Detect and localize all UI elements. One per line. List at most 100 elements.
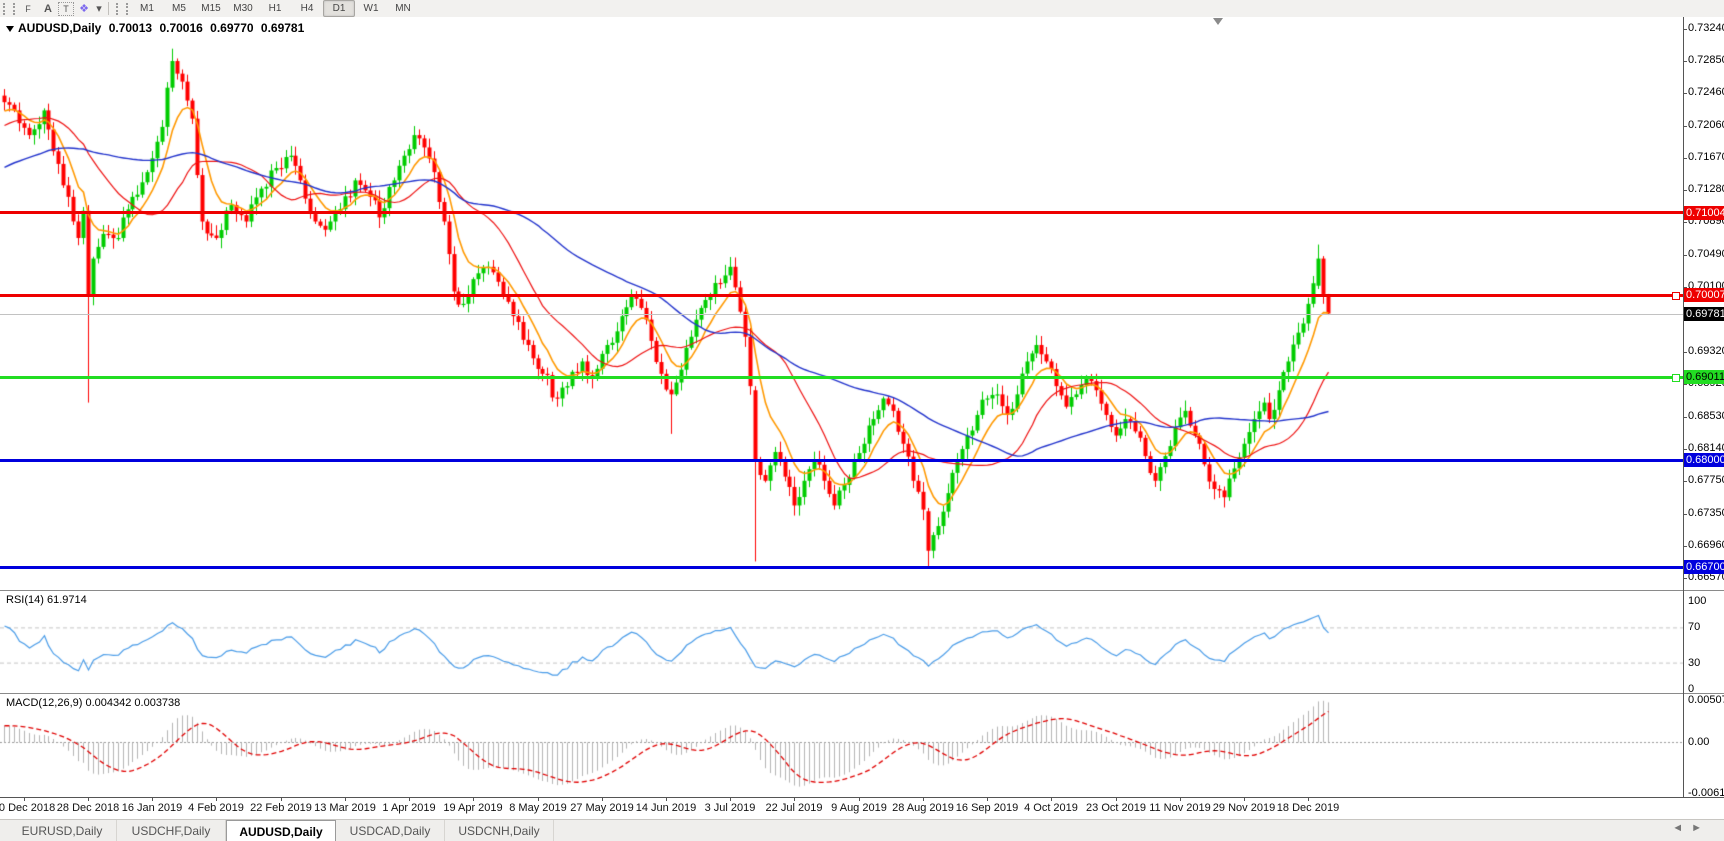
timeframe-D1[interactable]: D1 <box>323 0 355 17</box>
text-tool-icon[interactable]: T <box>58 1 74 16</box>
price-tick-mark <box>1683 384 1687 385</box>
macd-chart-canvas[interactable] <box>0 694 1683 797</box>
macd-axis-label: 0.005076 <box>1688 694 1724 706</box>
panel-divider[interactable] <box>0 693 1724 694</box>
date-tick-mark <box>24 798 25 801</box>
date-label: 16 Jan 2019 <box>121 802 183 814</box>
date-tick-mark <box>1308 798 1309 801</box>
date-label: 28 Dec 2018 <box>56 802 120 814</box>
date-label: 14 Jun 2019 <box>635 802 697 814</box>
chart-shift-marker-icon[interactable] <box>1213 18 1223 25</box>
toolbar-grip-f-icon[interactable]: F <box>25 3 31 14</box>
date-tick-mark <box>1180 798 1181 801</box>
rsi-axis-label: 100 <box>1688 595 1707 607</box>
price-badge-0.69781: 0.69781 <box>1684 307 1724 321</box>
horizontal-line-0.68[interactable] <box>0 459 1683 462</box>
tab-scroll-right-icon[interactable]: ► <box>1691 822 1710 834</box>
horizontal-line-0.69011[interactable] <box>0 376 1683 379</box>
price-tick-label: 0.71670 <box>1688 151 1724 163</box>
tab-usdchf[interactable]: USDCHF,Daily <box>117 820 226 841</box>
line-handle[interactable] <box>1672 374 1680 382</box>
date-label: 13 Mar 2019 <box>314 802 376 814</box>
macd-label: MACD(12,26,9) 0.004342 0.003738 <box>6 697 181 709</box>
horizontal-line-0.70007[interactable] <box>0 294 1683 297</box>
toolbar-grip[interactable] <box>3 2 15 15</box>
price-badge-0.69011: 0.69011 <box>1684 370 1724 384</box>
price-tick-mark <box>1683 514 1687 515</box>
macd-axis-label: 0.00 <box>1688 736 1710 748</box>
date-tick-mark <box>794 798 795 801</box>
price-tick-mark <box>1683 546 1687 547</box>
timeframe-M15[interactable]: M15 <box>201 3 221 14</box>
price-tick-mark <box>1683 352 1687 353</box>
date-tick-mark <box>923 798 924 801</box>
price-tick-mark <box>1683 481 1687 482</box>
timeframe-group: M1 M5 M15 M30 H1 H4 D1 W1 MN <box>131 0 419 17</box>
horizontal-line-0.667[interactable] <box>0 566 1683 569</box>
timeframe-MN[interactable]: MN <box>395 3 411 14</box>
cursor-a-icon[interactable]: A <box>44 2 52 15</box>
timeframe-W1[interactable]: W1 <box>363 3 379 14</box>
price-tick-label: 0.69320 <box>1688 345 1724 357</box>
price-tick-label: 0.73240 <box>1688 22 1724 34</box>
tab-eurusd[interactable]: EURUSD,Daily <box>8 820 117 841</box>
timeframe-H4[interactable]: H4 <box>300 3 314 14</box>
date-label: 16 Sep 2019 <box>955 802 1019 814</box>
date-tick-mark <box>345 798 346 801</box>
horizontal-line-0.71004[interactable] <box>0 211 1683 214</box>
price-tick-mark <box>1683 255 1687 256</box>
chart-symbol-label: AUDUSD,Daily <box>18 21 102 35</box>
date-tick-mark <box>1244 798 1245 801</box>
date-label: 22 Feb 2019 <box>250 802 312 814</box>
timeframe-M1[interactable]: M1 <box>140 3 154 14</box>
price-tick-mark <box>1683 93 1687 94</box>
price-tick-label: 0.67750 <box>1688 474 1724 486</box>
rsi-panel: RSI(14) 61.9714 100 70 30 0 <box>0 591 1724 695</box>
date-label: 27 May 2019 <box>570 802 634 814</box>
price-tick-label: 0.66960 <box>1688 539 1724 551</box>
rsi-axis-label: 30 <box>1688 657 1701 669</box>
date-tick-mark <box>152 798 153 801</box>
date-label: 28 Aug 2019 <box>892 802 954 814</box>
date-label: 4 Oct 2019 <box>1024 802 1078 814</box>
tab-usdcnh[interactable]: USDCNH,Daily <box>445 820 554 841</box>
tab-usdcad[interactable]: USDCAD,Daily <box>336 820 445 841</box>
tab-scroll-left-icon[interactable]: ◄ <box>1672 822 1692 834</box>
date-label: 29 Nov 2019 <box>1212 802 1276 814</box>
panel-divider[interactable] <box>0 590 1724 591</box>
price-tick-label: 0.68530 <box>1688 410 1724 422</box>
chart-tab-bar: EURUSD,Daily USDCHF,Daily AUDUSD,Daily USDC… <box>0 819 1724 841</box>
date-tick-mark <box>281 798 282 801</box>
candlestick-chart-canvas[interactable] <box>0 17 1683 590</box>
macd-axis-label: -0.006146 <box>1688 787 1724 799</box>
rsi-chart-canvas[interactable] <box>0 591 1683 693</box>
date-label: 1 Apr 2019 <box>382 802 436 814</box>
date-label: 22 Jul 2019 <box>765 802 823 814</box>
price-tick-label: 0.66570 <box>1688 571 1724 583</box>
date-label: 4 Feb 2019 <box>188 802 244 814</box>
toolbar-separator <box>108 2 109 15</box>
timeframe-toolbar-grip[interactable] <box>116 2 128 15</box>
dropdown-caret-icon[interactable]: ▾ <box>96 3 102 15</box>
timeframe-M5[interactable]: M5 <box>172 3 186 14</box>
price-tick-label: 0.71280 <box>1688 183 1724 195</box>
date-tick-mark <box>666 798 667 801</box>
price-tick-label: 0.72460 <box>1688 86 1724 98</box>
price-tick-label: 0.70490 <box>1688 248 1724 260</box>
date-tick-mark <box>987 798 988 801</box>
timeframe-M30[interactable]: M30 <box>233 3 253 14</box>
tab-audusd[interactable]: AUDUSD,Daily <box>226 820 336 841</box>
date-label: 23 Oct 2019 <box>1086 802 1146 814</box>
rsi-label: RSI(14) 61.9714 <box>6 594 87 606</box>
date-tick-mark <box>409 798 410 801</box>
indicators-diamond-icon[interactable]: ❖ <box>79 3 89 15</box>
price-badge-0.70007: 0.70007 <box>1684 288 1724 302</box>
timeframe-H1[interactable]: H1 <box>268 3 282 14</box>
price-badge-0.68000: 0.68000 <box>1684 453 1724 467</box>
line-handle[interactable] <box>1672 292 1680 300</box>
symbol-dropdown-triangle-icon[interactable] <box>6 26 14 32</box>
rsi-axis-label: 0 <box>1688 683 1695 695</box>
macd-panel: MACD(12,26,9) 0.004342 0.003738 0.005076… <box>0 694 1724 799</box>
